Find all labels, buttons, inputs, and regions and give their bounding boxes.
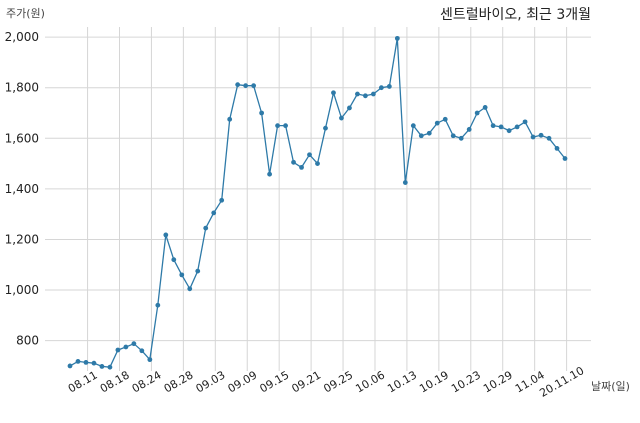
y-tick-label: 1,400 — [5, 182, 39, 196]
data-point — [331, 90, 336, 96]
series-layer — [67, 35, 568, 370]
data-point — [283, 123, 288, 129]
data-point — [99, 364, 105, 369]
x-tick-label: 10.19 — [417, 368, 451, 395]
data-point — [115, 347, 121, 353]
data-point — [363, 93, 368, 99]
y-axis: 800 1,000 1,200 1,400 1,600 1,800 2,000 — [5, 30, 39, 348]
data-point — [466, 127, 472, 132]
data-point — [506, 128, 512, 134]
data-point — [251, 83, 257, 89]
data-point — [67, 363, 73, 369]
data-point — [347, 105, 352, 111]
y-tick-label: 1,800 — [5, 81, 39, 95]
x-tick-label: 08.18 — [98, 368, 132, 395]
data-point — [315, 161, 320, 166]
data-point — [243, 83, 249, 89]
data-point — [482, 105, 488, 110]
x-tick-label: 08.11 — [66, 368, 100, 395]
data-point — [211, 210, 217, 216]
data-point — [442, 116, 448, 122]
x-tick-label: 09.15 — [258, 368, 292, 395]
data-point — [107, 364, 113, 370]
data-point — [418, 133, 424, 139]
data-point — [187, 286, 193, 292]
data-point — [522, 119, 528, 125]
data-point — [538, 132, 544, 138]
data-point — [474, 110, 480, 116]
data-point — [139, 348, 145, 354]
data-point — [219, 197, 225, 203]
x-tick-label: 09.09 — [226, 368, 260, 395]
x-tick-label: 08.24 — [130, 368, 164, 395]
data-point — [434, 120, 440, 126]
x-tick-label: 09.25 — [321, 368, 355, 395]
data-point — [339, 115, 344, 121]
data-point — [131, 341, 137, 347]
data-point — [259, 110, 265, 116]
data-point — [299, 164, 304, 170]
data-point — [83, 360, 89, 365]
data-point — [291, 159, 296, 165]
data-point — [179, 272, 185, 278]
data-point — [554, 146, 560, 151]
data-point — [123, 344, 129, 350]
data-point — [386, 84, 392, 89]
data-point — [275, 123, 280, 129]
data-point — [562, 156, 568, 161]
data-point — [378, 85, 384, 91]
data-point — [498, 124, 504, 130]
x-tick-label: 09.21 — [289, 368, 323, 395]
x-tick-label: 08.28 — [162, 368, 196, 395]
data-point — [370, 91, 376, 97]
data-point — [307, 152, 312, 158]
data-point — [323, 125, 328, 131]
data-point — [147, 357, 153, 363]
data-point — [203, 225, 209, 231]
data-point — [450, 133, 456, 139]
x-tick-label: 09.03 — [194, 368, 228, 395]
y-tick-label: 1,000 — [5, 283, 39, 297]
y-tick-label: 800 — [16, 334, 39, 348]
data-point — [155, 302, 161, 308]
y-tick-label: 2,000 — [5, 30, 39, 44]
y-tick-label: 1,200 — [5, 232, 39, 246]
data-point — [171, 257, 177, 263]
data-point — [426, 130, 432, 136]
data-point — [163, 232, 169, 238]
chart-title: 센트럴바이오, 최근 3개월 — [440, 7, 591, 23]
data-point — [75, 358, 81, 364]
data-point — [514, 124, 520, 130]
data-point — [490, 123, 496, 129]
data-point — [355, 91, 360, 97]
data-point — [546, 135, 552, 141]
x-axis: 08.1108.1808.2408.2809.0309.0909.1509.21… — [66, 364, 586, 400]
y-axis-title: 주가(원) — [6, 7, 45, 20]
x-tick-label: 20.11.10 — [537, 364, 586, 400]
x-axis-title: 날짜(일) — [591, 379, 630, 393]
data-point — [227, 116, 233, 122]
grid-layer — [45, 27, 591, 371]
x-tick-label: 10.29 — [481, 368, 515, 395]
data-point — [91, 360, 97, 366]
data-point — [267, 171, 272, 177]
y-tick-label: 1,600 — [5, 131, 39, 145]
x-tick-label: 10.06 — [353, 368, 387, 395]
x-tick-label: 10.23 — [449, 368, 483, 395]
data-point — [235, 82, 241, 88]
data-point — [195, 268, 201, 274]
data-point — [402, 180, 408, 185]
x-tick-label: 10.13 — [385, 368, 419, 395]
data-point — [458, 135, 464, 141]
data-point — [530, 134, 536, 140]
data-point — [410, 123, 416, 129]
data-point — [394, 35, 400, 41]
